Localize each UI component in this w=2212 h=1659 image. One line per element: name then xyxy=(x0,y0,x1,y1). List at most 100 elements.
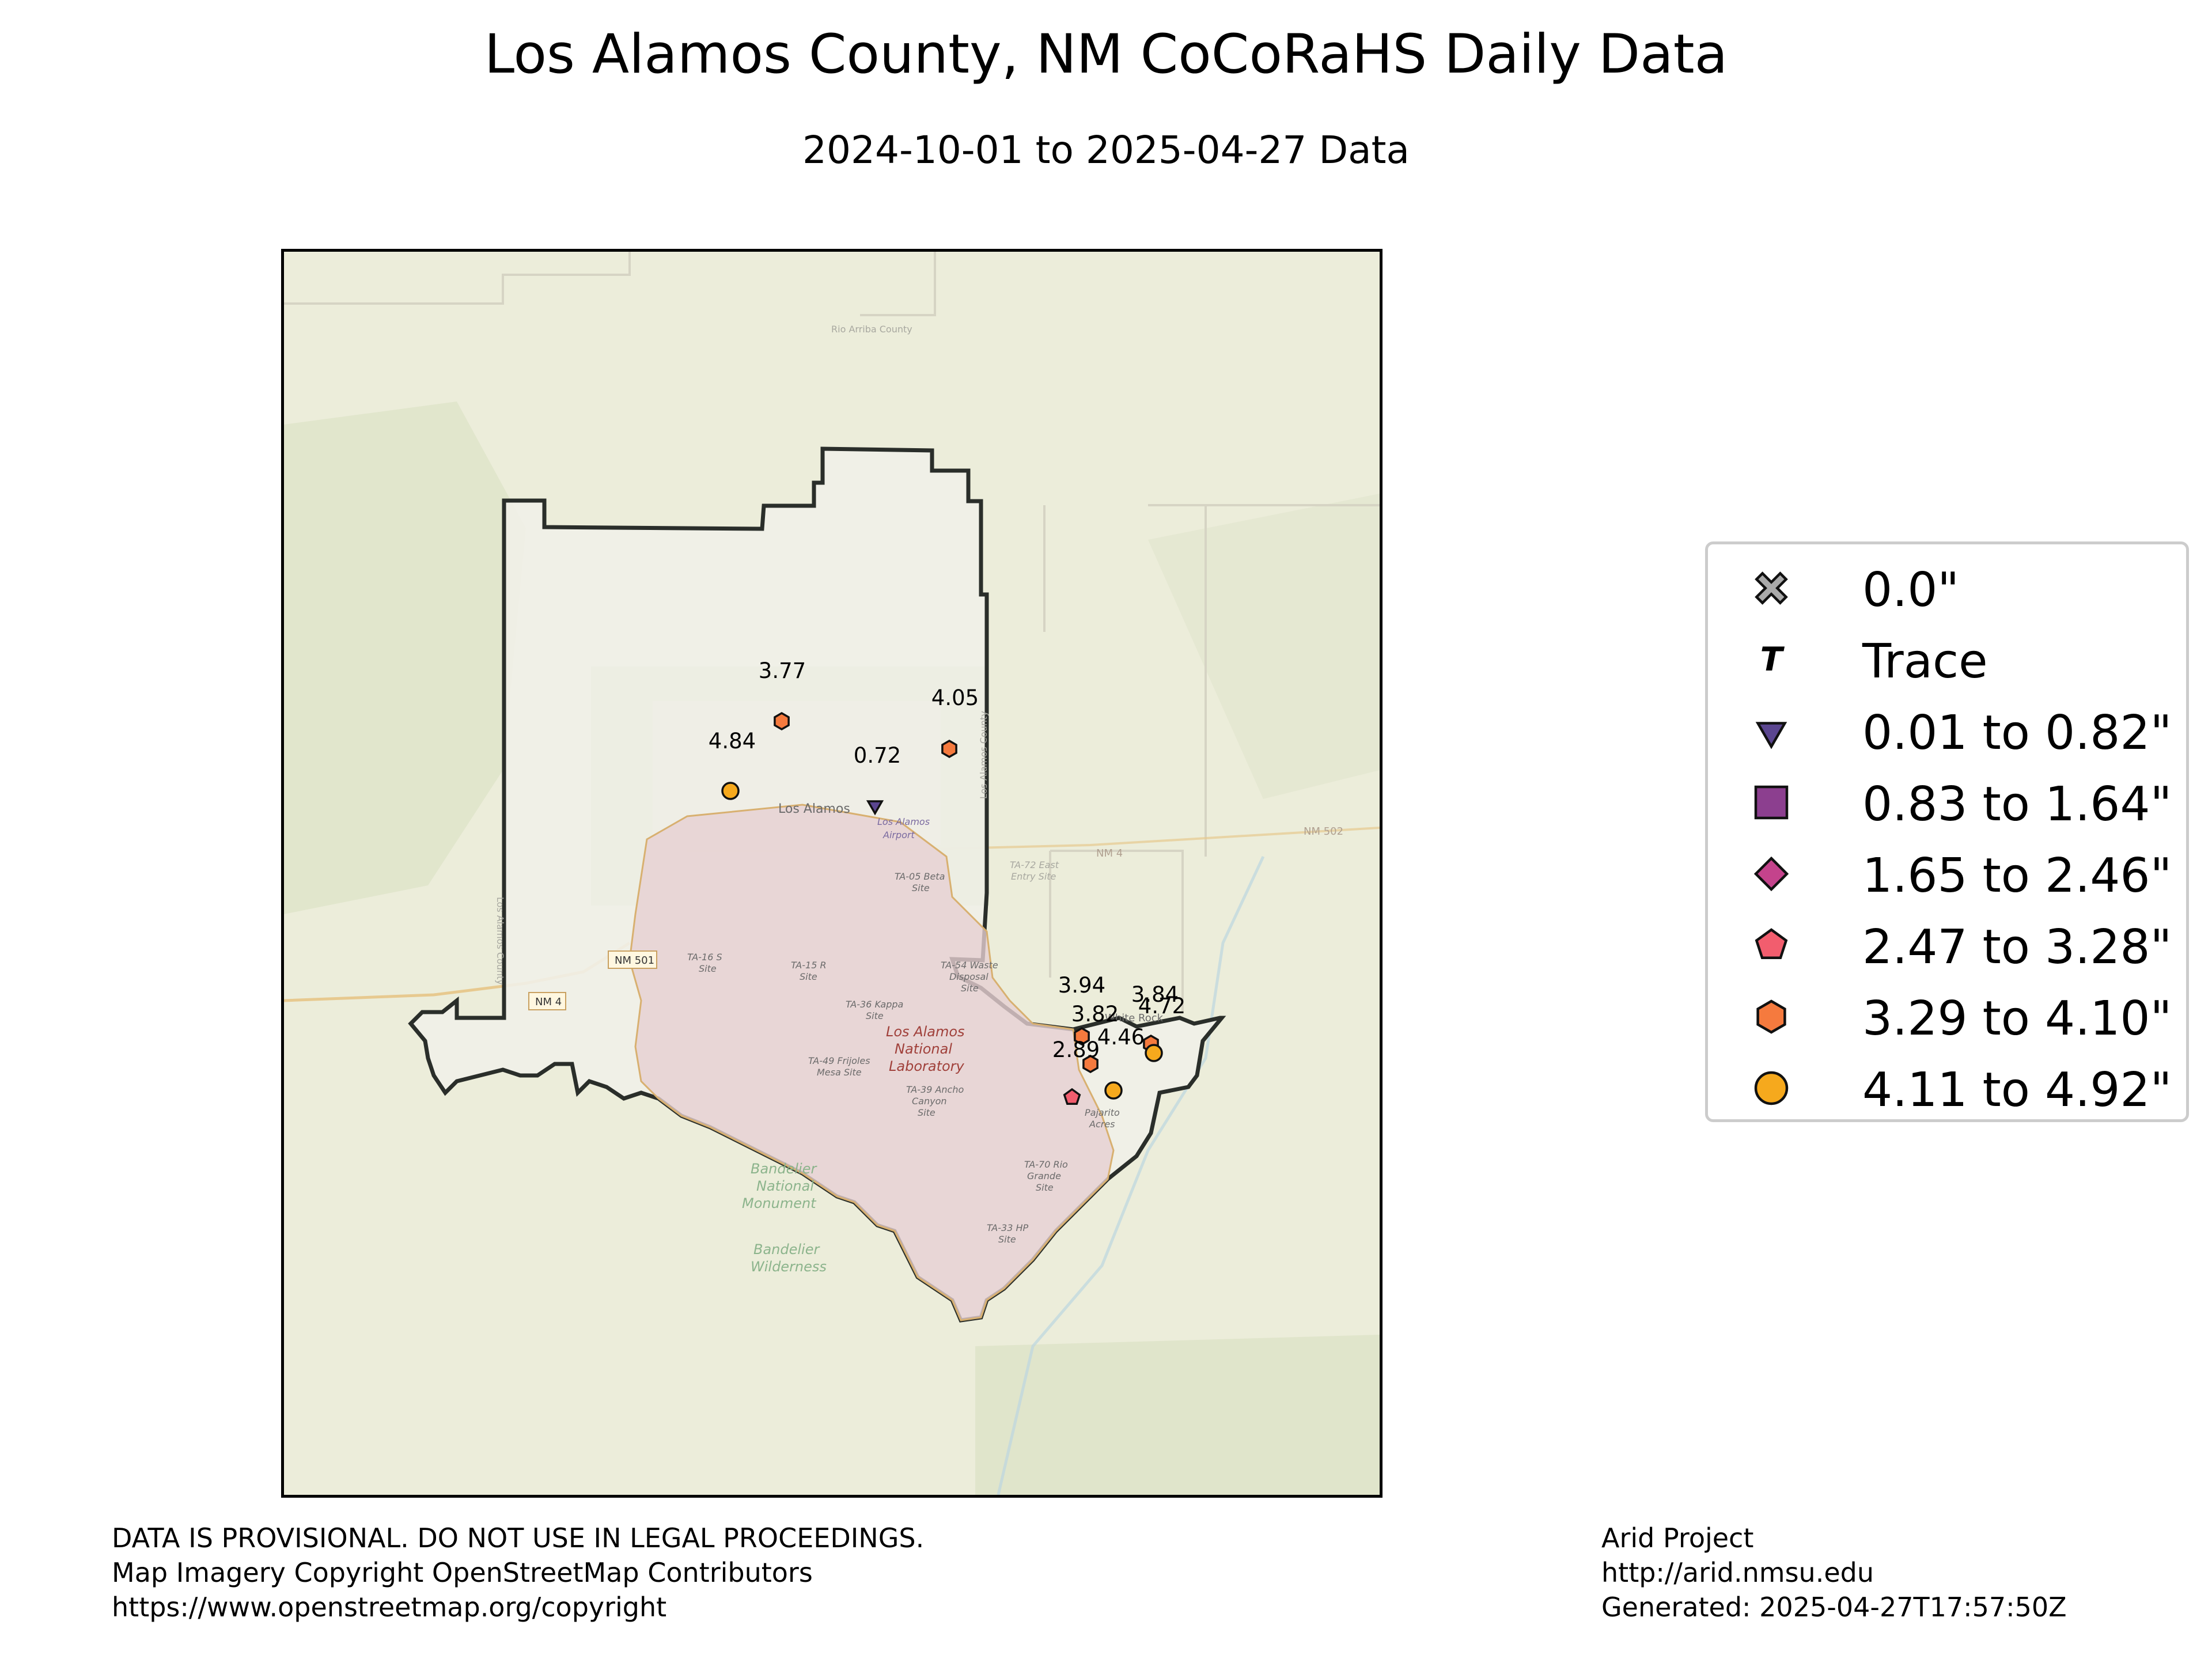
basemap-label-site: Site xyxy=(699,963,717,974)
road-shield-nm-4: NM 4 xyxy=(535,996,562,1008)
trace-t-icon: T xyxy=(1760,641,1785,679)
station-value-label: 3.84 xyxy=(1131,982,1179,1007)
basemap-label-park: National xyxy=(756,1178,814,1194)
footer-disclaimer-line: DATA IS PROVISIONAL. DO NOT USE IN LEGAL… xyxy=(112,1522,925,1554)
legend-item-label: 0.83 to 1.64" xyxy=(1862,777,2172,832)
legend-item: 0.01 to 0.82" xyxy=(1708,695,2186,767)
station-value-label: 4.72 xyxy=(1138,994,1185,1018)
forest-area xyxy=(284,402,526,914)
legend-item-label: 0.0" xyxy=(1862,563,1960,618)
basemap-label-place: White Rock xyxy=(1105,1012,1164,1024)
legend-item: T Trace xyxy=(1708,624,2186,695)
basemap-label-lab: National xyxy=(895,1041,952,1057)
station-marker[interactable] xyxy=(1104,1081,1123,1100)
legend: 0.0" T Trace 0.01 to 0.82" 0.83 to 1.64" 1.65… xyxy=(1705,541,2189,1122)
footer-project-link[interactable]: http://arid.nmsu.edu xyxy=(1601,1557,1874,1588)
square-icon xyxy=(1754,785,1789,820)
map-subtitle: 2024-10-01 to 2025-04-27 Data xyxy=(802,128,1410,172)
station-value-label: 2.89 xyxy=(1052,1037,1100,1062)
basemap-label-park: Bandelier xyxy=(753,1241,820,1257)
basemap-label-place: Pajarito xyxy=(1085,1107,1120,1118)
basemap-label-site: TA-39 Ancho xyxy=(906,1084,964,1095)
station-marker[interactable] xyxy=(941,739,957,759)
road-shield-nm-501: NM 501 xyxy=(615,955,654,967)
legend-item-label: 0.01 to 0.82" xyxy=(1862,706,2172,760)
basemap-label-site: TA-33 HP xyxy=(987,1222,1029,1233)
road-shield-nm-4: NM 4 xyxy=(1096,847,1123,859)
basemap-label-site: Grande xyxy=(1027,1171,1061,1181)
basemap-label-site: TA-36 Kappa xyxy=(846,999,903,1010)
basemap-boundary-line xyxy=(860,252,1380,857)
basemap-label-site: Site xyxy=(866,1010,884,1021)
basemap-label-site: Site xyxy=(961,983,979,994)
basemap-label-county: Los Alamos County xyxy=(495,897,506,985)
basemap-label-site: TA-72 East xyxy=(1010,859,1059,870)
basemap-label-site: TA-05 Beta xyxy=(895,871,945,882)
station-marker[interactable] xyxy=(1074,1027,1090,1046)
station-marker[interactable] xyxy=(774,711,790,731)
map-title: Los Alamos County, NM CoCoRaHS Daily Dat… xyxy=(484,23,1728,86)
pentagon-icon xyxy=(1755,928,1788,960)
station-value-label: 4.46 xyxy=(1097,1025,1145,1050)
legend-item-label: Trace xyxy=(1862,634,1988,689)
national-laboratory-area xyxy=(628,804,1115,1321)
footer-generated-time: Generated: 2025-04-27T17:57:50Z xyxy=(1601,1592,2067,1623)
basemap-label-site: TA-15 R xyxy=(791,960,827,971)
basemap-label-site: TA-16 S xyxy=(687,952,722,963)
station-marker[interactable] xyxy=(866,800,884,816)
basemap-boundary-line xyxy=(1049,850,1184,1012)
forest-area xyxy=(975,1335,1380,1495)
basemap-label-site: Site xyxy=(998,1234,1016,1245)
legend-item: 0.0" xyxy=(1708,552,2186,624)
station-value-label: 4.05 xyxy=(931,685,979,710)
footer-project-name: Arid Project xyxy=(1601,1522,1754,1554)
basemap-label-site: TA-54 Waste xyxy=(941,960,998,971)
legend-item: 4.11 to 4.92" xyxy=(1708,1052,2186,1124)
station-value-label: 0.72 xyxy=(854,743,901,768)
x-cross-icon xyxy=(1755,571,1788,605)
basemap-label-park: Monument xyxy=(742,1195,817,1211)
footer-disclaimer: DATA IS PROVISIONAL. DO NOT USE IN LEGAL… xyxy=(112,1521,924,1624)
hexagon-icon xyxy=(1756,999,1786,1034)
triangle-down-icon xyxy=(1755,722,1787,749)
station-marker[interactable] xyxy=(721,782,740,800)
basemap-boundary-line xyxy=(284,252,631,305)
basemap-label-site: Site xyxy=(918,1107,935,1118)
basemap-label-site: Site xyxy=(912,882,930,893)
basemap-label-site: Mesa Site xyxy=(817,1067,862,1078)
station-marker[interactable] xyxy=(1063,1088,1081,1105)
basemap-label-site: Disposal xyxy=(949,971,988,982)
map-panel[interactable]: Los Alamos Los Alamos Airport TA-05 Beta… xyxy=(281,249,1382,1498)
footer-credits: Arid Project http://arid.nmsu.edu Generate… xyxy=(1601,1521,2067,1624)
basemap-label-county: Rio Arriba County xyxy=(831,324,912,335)
basemap-label-site: Entry Site xyxy=(1011,871,1056,882)
diamond-icon xyxy=(1753,856,1789,892)
basemap-label-park: Wilderness xyxy=(751,1259,827,1275)
road-shield-nm-4 xyxy=(528,992,566,1010)
basemap-label-town: Los Alamos xyxy=(778,802,850,816)
road-shield-nm-502: NM 502 xyxy=(1304,825,1343,838)
station-marker[interactable] xyxy=(1145,1044,1163,1062)
legend-item-label: 3.29 to 4.10" xyxy=(1862,991,2172,1046)
basemap-label-lab: Los Alamos xyxy=(886,1024,965,1040)
footer-copyright-link[interactable]: https://www.openstreetmap.org/copyright xyxy=(112,1592,667,1623)
legend-item: 1.65 to 2.46" xyxy=(1708,838,2186,910)
station-value-label: 3.94 xyxy=(1058,973,1105,998)
legend-item: 3.29 to 4.10" xyxy=(1708,981,2186,1052)
road-shield-nm-501 xyxy=(608,950,657,969)
legend-item-label: 1.65 to 2.46" xyxy=(1862,849,2172,903)
basemap-label-county: Los Alamos County xyxy=(978,711,989,799)
basemap-label-site: Site xyxy=(800,971,817,982)
basemap-label-site: Site xyxy=(1036,1182,1054,1193)
basemap-label-airport: Los Alamos xyxy=(877,816,930,827)
river xyxy=(997,855,1265,1495)
svg-text:T: T xyxy=(1760,641,1785,679)
legend-item-label: 4.11 to 4.92" xyxy=(1862,1063,2172,1118)
station-marker[interactable] xyxy=(1082,1054,1099,1074)
basemap-label-park: Bandelier xyxy=(751,1161,817,1177)
circle-icon xyxy=(1754,1071,1789,1105)
basemap-label-place: Acres xyxy=(1089,1119,1115,1130)
basemap-label-airport: Airport xyxy=(882,830,915,840)
basemap-label-site: Canyon xyxy=(912,1096,947,1107)
footer-copyright-line: Map Imagery Copyright OpenStreetMap Cont… xyxy=(112,1557,813,1588)
